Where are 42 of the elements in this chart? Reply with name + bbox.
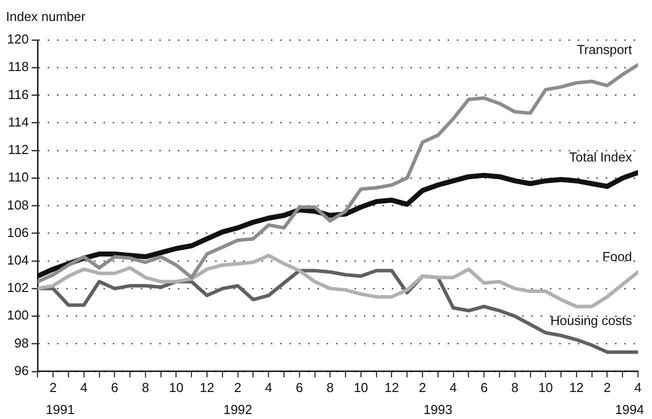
x-tick-label: 12 xyxy=(200,380,214,395)
x-tick-label: 6 xyxy=(111,380,118,395)
x-tick-label: 12 xyxy=(384,380,399,395)
y-tick-label: 112 xyxy=(8,142,29,158)
series-label: Transport xyxy=(576,42,632,57)
y-tick-label: 98 xyxy=(14,335,29,350)
series-label: Housing costs xyxy=(550,313,632,328)
series-label: Total Index xyxy=(569,150,632,165)
y-tick-label: 106 xyxy=(6,224,29,240)
y-axis-title: Index number xyxy=(6,9,86,24)
x-tick-label: 10 xyxy=(354,380,368,395)
text: 1991 xyxy=(46,402,75,418)
y-tick-label: 102 xyxy=(6,280,29,296)
x-tick-label: 2 xyxy=(418,380,426,395)
y-tick-label: 116 xyxy=(8,86,29,102)
y-tick-label: 104 xyxy=(6,252,29,268)
x-tick-label: 10 xyxy=(538,380,553,395)
x-tick-label: 4 xyxy=(80,380,88,395)
x-tick-label: 10 xyxy=(168,380,184,395)
y-tick-label: 110 xyxy=(8,170,29,185)
y-tick-label: 100 xyxy=(6,308,29,323)
y-tick-label: 118 xyxy=(8,59,29,74)
text: 1992 xyxy=(223,402,252,418)
x-tick-label: 2 xyxy=(604,380,611,395)
x-tick-label: 8 xyxy=(142,380,150,395)
x-tick-label: 4 xyxy=(634,380,642,395)
x-tick-label: 4 xyxy=(450,380,457,395)
y-tick-label: 114 xyxy=(8,114,29,130)
x-tick-label: 6 xyxy=(296,380,303,395)
y-tick-label: 96 xyxy=(14,362,29,378)
x-tick-label: 6 xyxy=(480,380,488,395)
y-tick-label: 120 xyxy=(6,32,29,47)
x-tick-label: 2 xyxy=(49,380,57,395)
x-tick-label: 12 xyxy=(569,380,584,395)
y-tick-label: 108 xyxy=(6,197,29,212)
x-tick-label: 4 xyxy=(264,380,272,395)
x-tick-label: 8 xyxy=(326,380,334,395)
x-tick-label: 8 xyxy=(511,380,518,395)
text: 1993 xyxy=(423,402,452,418)
x-tick-label: 2 xyxy=(234,380,242,395)
text: 1994 xyxy=(615,402,644,418)
series-label: Food xyxy=(602,249,632,264)
